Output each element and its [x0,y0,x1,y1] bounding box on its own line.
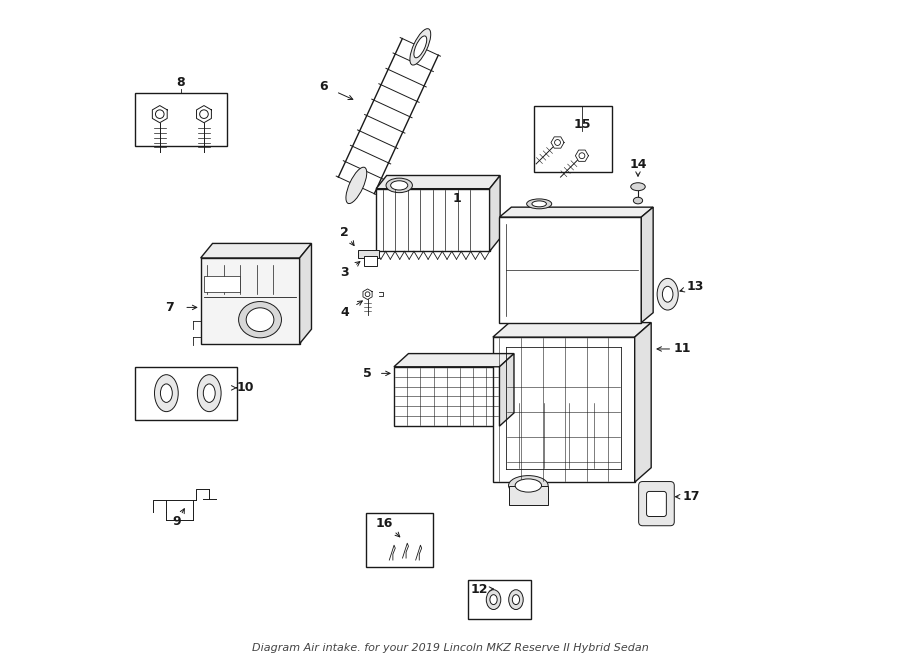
Polygon shape [493,323,652,337]
Bar [534,106,612,173]
Text: 4: 4 [340,305,349,319]
Polygon shape [500,207,653,217]
Ellipse shape [155,375,178,412]
Text: 7: 7 [166,301,174,314]
FancyBboxPatch shape [639,482,674,525]
Polygon shape [493,337,634,483]
Ellipse shape [490,595,497,605]
Polygon shape [490,175,500,251]
Text: 6: 6 [319,80,328,93]
Circle shape [554,139,561,145]
Ellipse shape [247,308,274,332]
Text: 13: 13 [687,280,704,293]
Bar [364,256,377,266]
Polygon shape [394,367,500,426]
Polygon shape [376,188,490,251]
Text: 16: 16 [375,518,392,530]
Polygon shape [575,150,589,161]
Ellipse shape [657,278,679,310]
Circle shape [200,110,208,118]
Text: 8: 8 [176,76,185,89]
Ellipse shape [508,590,523,609]
Text: 9: 9 [172,516,181,528]
Polygon shape [634,323,652,483]
Bar [135,367,237,420]
Polygon shape [551,137,564,148]
Bar [135,93,227,146]
Polygon shape [376,175,500,188]
Ellipse shape [532,201,546,207]
Polygon shape [500,354,514,426]
Ellipse shape [631,182,645,190]
Text: 15: 15 [573,118,590,131]
Ellipse shape [197,375,221,412]
Ellipse shape [515,479,542,492]
Polygon shape [152,106,167,123]
Text: Diagram Air intake. for your 2019 Lincoln MKZ Reserve II Hybrid Sedan: Diagram Air intake. for your 2019 Lincol… [252,643,648,654]
Bar [508,486,548,505]
Ellipse shape [203,384,215,403]
Bar [365,512,433,566]
Ellipse shape [508,476,548,495]
Bar [204,276,240,292]
Ellipse shape [391,180,408,190]
Polygon shape [196,106,211,123]
Circle shape [365,292,370,297]
Polygon shape [500,217,642,323]
Ellipse shape [346,167,366,204]
Polygon shape [394,354,514,367]
Ellipse shape [160,384,172,403]
Text: 1: 1 [452,192,461,205]
Ellipse shape [386,178,412,192]
Text: 3: 3 [340,266,349,279]
Polygon shape [201,243,311,258]
Ellipse shape [410,28,431,65]
Polygon shape [338,38,438,194]
Text: 12: 12 [471,582,489,596]
Text: 5: 5 [364,367,372,380]
Text: 10: 10 [237,381,255,395]
Ellipse shape [238,301,282,338]
Polygon shape [201,258,300,344]
Polygon shape [300,243,311,344]
Ellipse shape [662,286,673,302]
Ellipse shape [486,590,500,609]
Text: 2: 2 [340,226,349,239]
Text: 17: 17 [683,490,700,503]
FancyBboxPatch shape [646,491,666,516]
Circle shape [156,110,164,118]
Ellipse shape [634,197,643,204]
Bar [469,580,531,619]
Ellipse shape [526,199,552,209]
Text: 14: 14 [629,158,647,171]
Polygon shape [642,207,653,323]
Ellipse shape [512,595,519,605]
Circle shape [579,153,585,159]
Text: 11: 11 [673,342,691,356]
Polygon shape [363,289,372,299]
Bar [357,250,379,258]
Ellipse shape [414,36,427,58]
